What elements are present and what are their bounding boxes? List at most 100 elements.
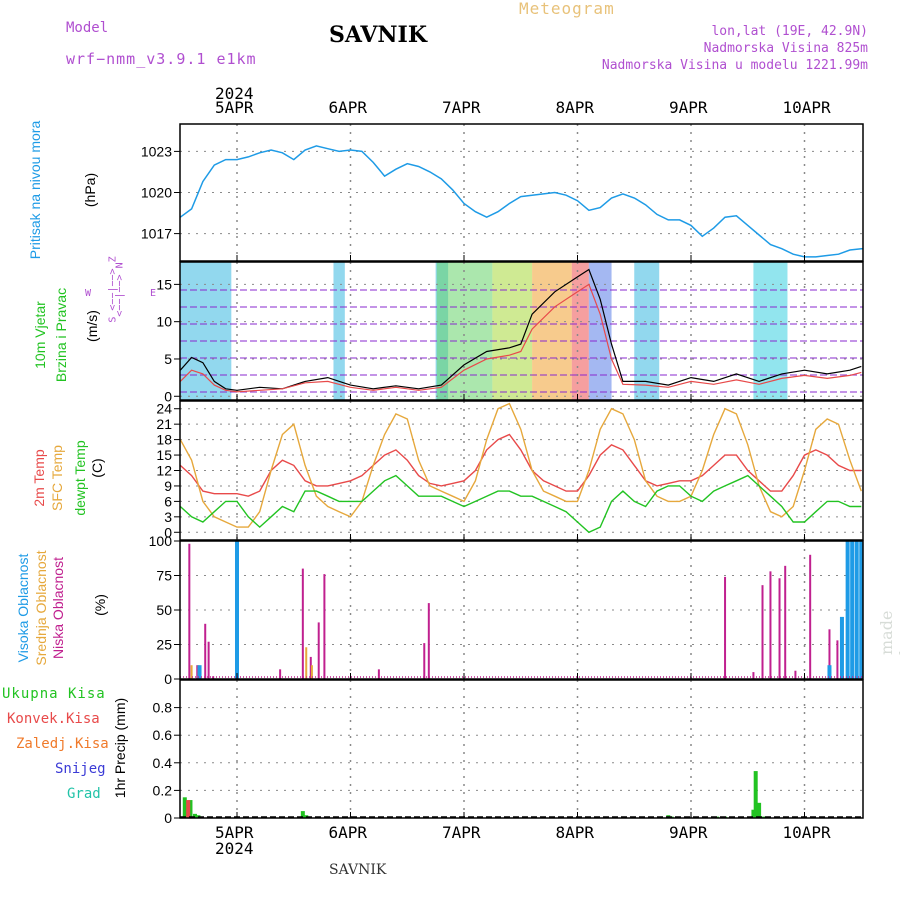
cloud-frame: [179, 540, 864, 680]
cloud-bar-0-17: [778, 578, 781, 679]
model-label: Model: [66, 20, 109, 36]
date-top-5: 10APR: [782, 98, 831, 117]
watermark: made by Angel: [877, 610, 900, 655]
precip-ytick-label-3: 0.6: [153, 727, 173, 743]
temp-line-2: [179, 474, 862, 534]
cloud-ytick-label-1: 25: [156, 637, 172, 653]
date-top-1: 6APR: [328, 98, 368, 117]
lonlat-label: lon,lat (19E, 42.9N): [711, 24, 868, 39]
compass-w: W: [85, 288, 92, 299]
model-altitude-label: Nadmorska Visina u modelu 1221.99m: [601, 58, 868, 73]
cloud-bar-0-22: [836, 640, 839, 679]
temp-ytick-label-6: 18: [156, 432, 172, 448]
cloud-ytick-label-4: 100: [149, 533, 173, 549]
cloud-bar-0-6: [301, 568, 304, 679]
cloud-bar-0-7: [309, 656, 312, 679]
meteogram-label: Meteogram: [519, 0, 615, 18]
precip-label-3: Zaledj.Kisa: [16, 736, 109, 752]
pressure-ytick-label-0: 1017: [141, 226, 172, 242]
precip-bar-1-0: [186, 800, 191, 818]
wind-speed-line-2: [179, 283, 862, 393]
wind-band-7: [588, 262, 612, 400]
precip-bar-0-11: [753, 771, 758, 818]
date-bottom-4: 9APR: [669, 823, 708, 842]
altitude-label: Nadmorska Visina 825m: [703, 41, 868, 56]
cloud-bar-0-18: [784, 565, 787, 679]
date-bottom-1: 6APR: [328, 823, 368, 842]
pressure-ytick-label-2: 1023: [141, 143, 172, 159]
temp-ytick-label-0: 0: [164, 524, 172, 540]
precip-frame: [179, 679, 864, 819]
cloud-bar-0-14: [752, 672, 755, 679]
wind-band-1: [333, 262, 345, 400]
cloud-bar-0-12: [427, 603, 430, 679]
wind-band-9: [753, 262, 788, 400]
precip-bar-0-0: [182, 797, 187, 818]
temp-frame: [179, 400, 864, 541]
precip-label-4: Snijeg: [55, 761, 106, 777]
date-top-2: 7APR: [442, 98, 481, 117]
precip-label-2: Konvek.Kisa: [7, 711, 100, 727]
cloud-bar-1-2: [305, 647, 308, 679]
temp-ytick-label-3: 9: [164, 478, 172, 494]
wind-band-3: [436, 262, 493, 400]
precip-bar-0-4: [300, 811, 305, 818]
temp-ytick-label-4: 12: [156, 463, 172, 479]
precip-bar-0-12: [757, 802, 762, 818]
cloud-bar-0-0: [188, 543, 191, 679]
temp-line-1: [179, 402, 862, 528]
cloud-bar-2-2: [827, 665, 832, 679]
date-bottom-0: 5APR: [215, 823, 254, 842]
precip-label-5: Grad: [67, 786, 101, 802]
wind-band-0: [180, 262, 232, 400]
temp-ytick-label-8: 24: [156, 401, 172, 417]
wind-speed-line: [179, 268, 862, 391]
cloud-bar-2-0: [197, 665, 202, 679]
cloud-bar-2-4: [845, 541, 850, 679]
temp-ytick-label-1: 3: [164, 509, 172, 525]
cloud-ytick-label-3: 75: [156, 568, 172, 584]
date-top-3: 8APR: [555, 98, 595, 117]
year-top: 2024: [215, 84, 254, 103]
wind-band-5: [532, 262, 572, 400]
cloud-bar-1-0: [190, 665, 193, 679]
wind-frame: [179, 261, 864, 401]
precip-ytick-label-1: 0.2: [153, 782, 173, 798]
wind-ytick-label-3: 15: [156, 276, 172, 292]
date-bottom-2: 7APR: [442, 823, 481, 842]
date-top-0: 5APR: [215, 98, 254, 117]
year-bottom: 2024: [215, 839, 254, 858]
cloud-bar-0-21: [828, 629, 831, 679]
wind-ytick-label-0: 0: [164, 388, 172, 404]
precip-ytick-label-2: 0.4: [153, 755, 173, 771]
cloud-bar-2-7: [859, 541, 864, 679]
temp-ytick-label-5: 15: [156, 447, 172, 463]
cloud-bar-0-11: [423, 643, 426, 679]
cloud-bar-0-19: [794, 670, 797, 679]
pressure-frame: [179, 123, 864, 262]
footer-station: SAVNIK: [329, 862, 387, 878]
compass-e: E: [150, 288, 157, 299]
cloud-bar-0-2: [204, 623, 207, 679]
precip-bar-0-1: [188, 800, 193, 818]
precip-bar-0-10: [751, 809, 756, 818]
date-bottom-3: 8APR: [555, 823, 595, 842]
wind-ytick-label-2: 10: [156, 314, 172, 330]
cloud-ytick-label-2: 50: [156, 602, 172, 618]
date-top-4: 9APR: [669, 98, 708, 117]
cloud-bar-0-10: [377, 669, 380, 679]
model-name: wrf−nmm_v3.9.1 e1km: [66, 50, 257, 68]
cloud-bar-2-5: [850, 541, 855, 679]
temp-line-0: [179, 433, 862, 497]
precip-ytick-label-4: 0.8: [153, 700, 173, 716]
date-bottom-5: 10APR: [782, 823, 831, 842]
cloud-bar-0-5: [279, 669, 282, 679]
cloud-bar-0-16: [769, 571, 772, 679]
cloud-bar-2-3: [839, 616, 844, 679]
cloud-bar-0-3: [207, 641, 210, 679]
precip-ytick-label-0: 0: [164, 810, 172, 826]
wind-band-8: [634, 262, 660, 400]
pressure-line: [179, 145, 863, 258]
